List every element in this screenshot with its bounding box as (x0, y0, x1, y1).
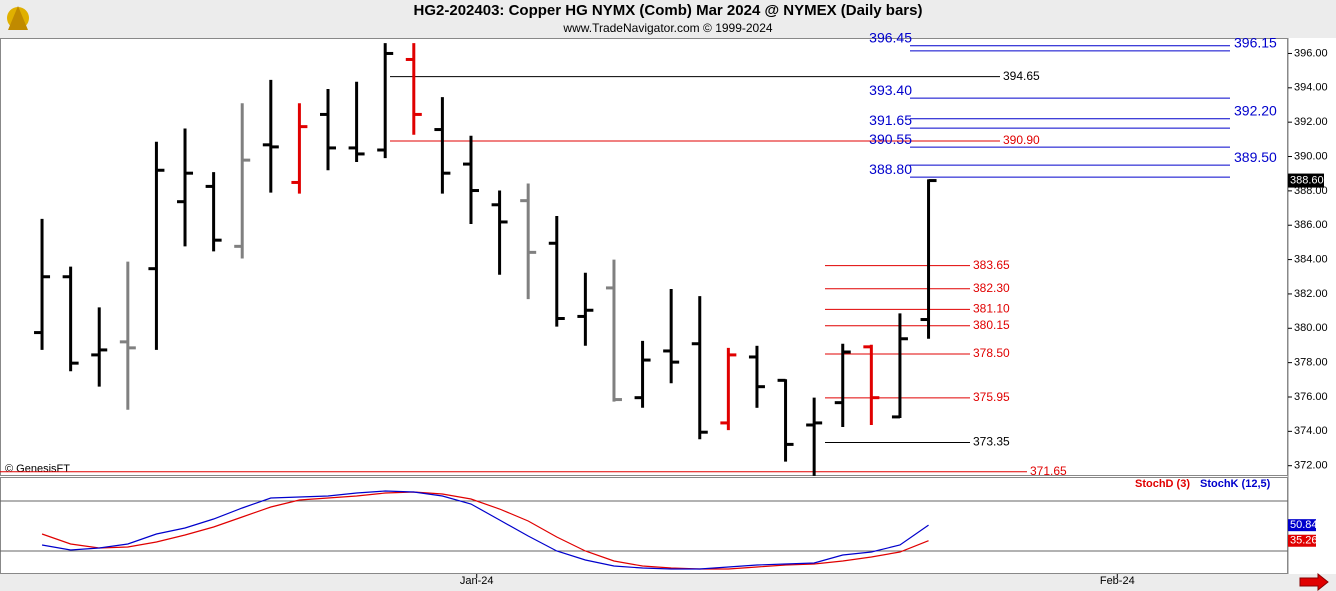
axis-bg (1288, 38, 1336, 574)
level-label: 396.15 (1234, 35, 1277, 51)
y-tick-label: 376.00 (1294, 391, 1328, 403)
value-box (1288, 534, 1316, 547)
x-axis-bg (0, 574, 1336, 591)
y-tick-label: 394.00 (1294, 82, 1328, 94)
level-label: 396.45 (869, 29, 912, 45)
last-price-box (1288, 173, 1324, 188)
stoch-line (41, 490, 929, 570)
scroll-arrow[interactable] (1299, 572, 1329, 591)
level-label: 389.50 (1234, 149, 1277, 165)
y-tick-label: 392.00 (1294, 116, 1328, 128)
level-label: 392.20 (1234, 102, 1277, 118)
legend-label: StochD (3) (1135, 478, 1190, 490)
level-label: 383.65 (973, 258, 1010, 272)
y-tick-label: 380.00 (1294, 322, 1328, 334)
level-label: 388.80 (869, 161, 912, 177)
watermark: © GenesisFT (5, 463, 70, 475)
x-tick-label: Feb-24 (1100, 575, 1135, 587)
header-bg (0, 0, 1336, 38)
level-label: 393.40 (869, 82, 912, 98)
logo (7, 6, 29, 30)
y-tick-label: 386.00 (1294, 219, 1328, 231)
y-tick-label: 382.00 (1294, 288, 1328, 300)
y-tick-label: 372.00 (1294, 460, 1328, 472)
value-box (1288, 519, 1316, 532)
chart-subtitle: www.TradeNavigator.com © 1999-2024 (562, 21, 772, 35)
value-label: 35.26 (1290, 535, 1318, 547)
last-price-label: 388.60 (1290, 174, 1324, 186)
level-label: 390.55 (869, 131, 912, 147)
level-label: 371.65 (1030, 464, 1067, 478)
value-label: 50.84 (1290, 519, 1318, 531)
y-tick-label: 390.00 (1294, 150, 1328, 162)
legend-label: StochK (12,5) (1200, 478, 1271, 490)
level-label: 373.35 (973, 435, 1010, 449)
chart-title: HG2-202403: Copper HG NYMX (Comb) Mar 20… (414, 2, 923, 19)
x-tick-label: Jan-24 (460, 575, 494, 587)
y-tick-label: 374.00 (1294, 425, 1328, 437)
y-tick-label: 384.00 (1294, 253, 1328, 265)
price-panel (0, 38, 1288, 476)
level-label: 390.90 (1003, 133, 1040, 147)
y-tick-label: 396.00 (1294, 47, 1328, 59)
y-tick-label: 388.00 (1294, 185, 1328, 197)
level-label: 375.95 (973, 390, 1010, 404)
level-label: 394.65 (1003, 69, 1040, 83)
level-label: 380.15 (973, 318, 1010, 332)
level-label: 378.50 (973, 346, 1010, 360)
y-tick-label: 378.00 (1294, 357, 1328, 369)
stoch-panel (0, 477, 1288, 574)
stoch-line (41, 491, 929, 570)
level-label: 382.30 (973, 281, 1010, 295)
level-label: 381.10 (973, 302, 1010, 316)
level-label: 391.65 (869, 112, 912, 128)
